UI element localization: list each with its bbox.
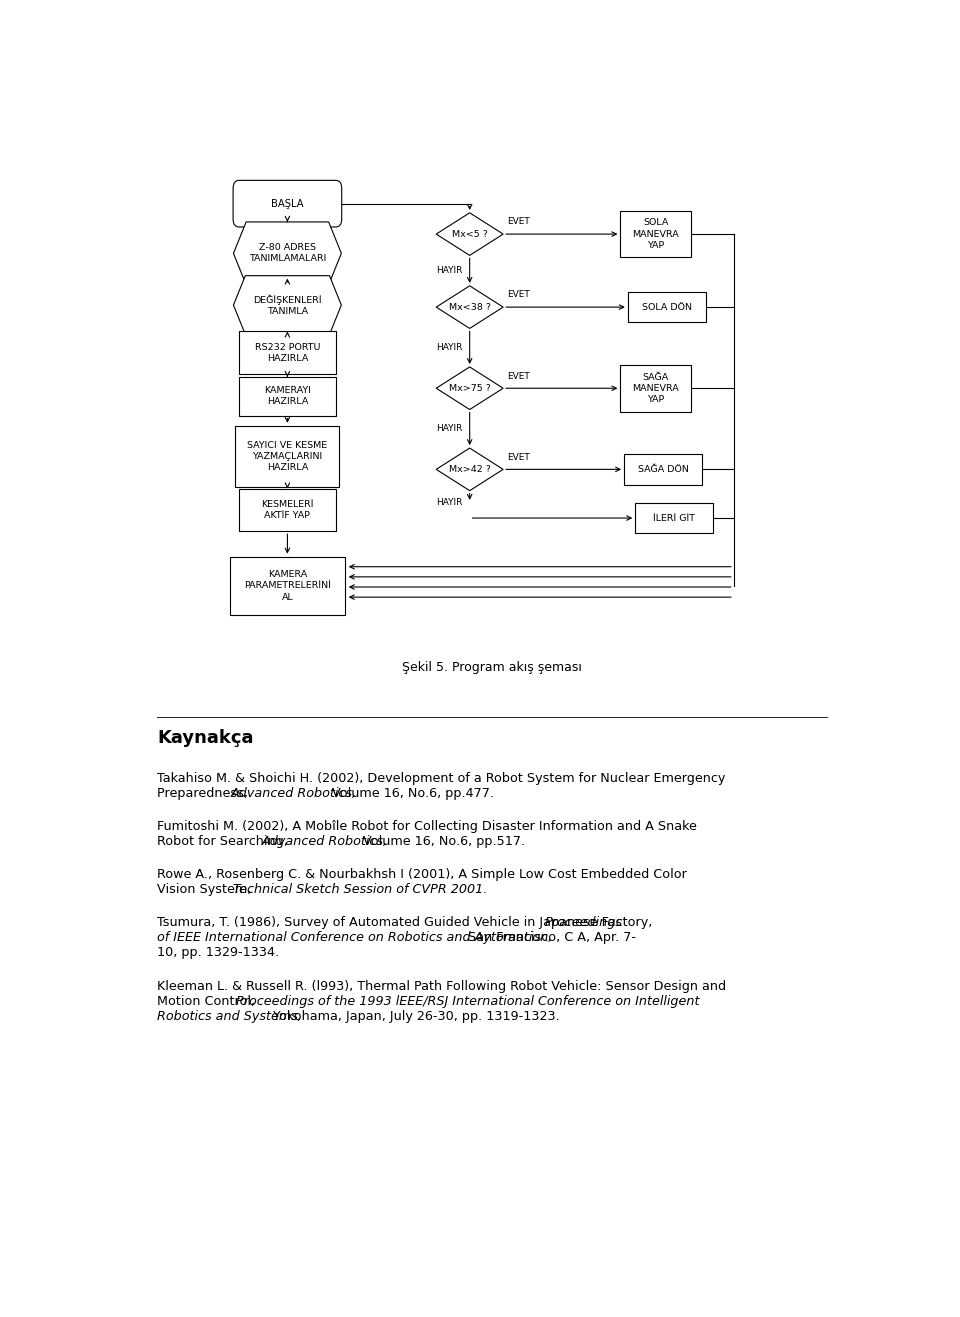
Text: EVET: EVET (507, 217, 530, 227)
Text: HAYIR: HAYIR (436, 266, 463, 275)
Text: DEĞİŞKENLERİ
TANIMLА: DEĞİŞKENLERİ TANIMLА (253, 294, 322, 316)
Text: Volume 16, No.6, pp.517.: Volume 16, No.6, pp.517. (359, 835, 525, 848)
Text: HAYIR: HAYIR (436, 424, 463, 433)
Text: Kaynakça: Kaynakça (157, 730, 253, 747)
Text: Proceedings: Proceedings (544, 917, 622, 930)
Text: SAĞA
MANEVRA
YAP: SAĞA MANEVRA YAP (633, 373, 679, 404)
Text: Robotics and Systems,: Robotics and Systems, (157, 1010, 302, 1023)
Text: EVET: EVET (507, 291, 530, 299)
FancyBboxPatch shape (233, 180, 342, 227)
Text: HAYIR: HAYIR (436, 498, 463, 507)
Text: Tsumura, T. (1986), Survey of Automated Guided Vehicle in Japanese Factory,: Tsumura, T. (1986), Survey of Automated … (157, 917, 657, 930)
FancyBboxPatch shape (239, 332, 336, 374)
Polygon shape (436, 286, 503, 328)
Text: Volume 16, No.6, pp.477.: Volume 16, No.6, pp.477. (328, 786, 494, 799)
Text: Mx>42 ?: Mx>42 ? (448, 465, 491, 474)
Text: Mx<5 ?: Mx<5 ? (452, 229, 488, 238)
Text: of IEEE International Conference on Robotics and Aytomation,: of IEEE International Conference on Robo… (157, 931, 552, 944)
Text: Şekil 5. Program akış şeması: Şekil 5. Program akış şeması (402, 661, 582, 674)
Text: BAŞLA: BAŞLA (271, 199, 303, 208)
Text: SAYICI VE KESME
YAZMAÇLARINI
HAZIRLA: SAYICI VE KESME YAZMAÇLARINI HAZIRLA (248, 441, 327, 471)
FancyBboxPatch shape (235, 425, 340, 486)
Text: KAMERAYI
HAZIRLA: KAMERAYI HAZIRLA (264, 386, 311, 407)
FancyBboxPatch shape (636, 503, 713, 533)
Text: KAMERA
PARAMETRELERİNİ
AL: KAMERA PARAMETRELERİNİ AL (244, 570, 331, 602)
FancyBboxPatch shape (229, 557, 345, 615)
Text: Vision System,: Vision System, (157, 884, 255, 896)
Text: Fumitoshi M. (2002), A Mobîle Robot for Collecting Disaster Information and A Sn: Fumitoshi M. (2002), A Mobîle Robot for … (157, 820, 697, 832)
FancyBboxPatch shape (624, 454, 702, 485)
Text: San Francisco, C A, Apr. 7-: San Francisco, C A, Apr. 7- (464, 931, 636, 944)
Text: 10, pp. 1329-1334.: 10, pp. 1329-1334. (157, 947, 279, 959)
Text: KESMELERİ
AKTİF YAP: KESMELERİ AKTİF YAP (261, 500, 314, 520)
Text: Yokohama, Japan, July 26-30, pp. 1319-1323.: Yokohama, Japan, July 26-30, pp. 1319-13… (270, 1010, 561, 1023)
Text: Proceedings of the 1993 lEEE/RSJ International Conference on Intelligent: Proceedings of the 1993 lEEE/RSJ Interna… (236, 994, 700, 1008)
FancyBboxPatch shape (620, 365, 691, 411)
FancyBboxPatch shape (628, 292, 706, 323)
Text: Rowe A., Rosenberg C. & Nourbakhsh I (2001), A Simple Low Cost Embedded Color: Rowe A., Rosenberg C. & Nourbakhsh I (20… (157, 868, 687, 881)
Text: Mx<38 ?: Mx<38 ? (448, 303, 491, 312)
Text: Motion Control,: Motion Control, (157, 994, 259, 1008)
Text: Advanced Robotics,: Advanced Robotics, (230, 786, 357, 799)
Text: SOLA
MANEVRA
YAP: SOLA MANEVRA YAP (633, 219, 679, 250)
Text: Kleeman L. & Russell R. (l993), Thermal Path Following Robot Vehicle: Sensor Des: Kleeman L. & Russell R. (l993), Thermal … (157, 980, 727, 993)
FancyBboxPatch shape (239, 489, 336, 531)
Polygon shape (233, 275, 342, 335)
Text: EVET: EVET (507, 371, 530, 381)
Text: Preparedness,: Preparedness, (157, 786, 252, 799)
Text: Takahiso M. & Shoichi H. (2002), Development of a Robot System for Nuclear Emerg: Takahiso M. & Shoichi H. (2002), Develop… (157, 772, 726, 785)
FancyBboxPatch shape (239, 377, 336, 416)
Text: Mx>75 ?: Mx>75 ? (448, 383, 491, 392)
Text: Technical Sketch Session of CVPR 2001.: Technical Sketch Session of CVPR 2001. (233, 884, 488, 896)
Text: HAYIR: HAYIR (436, 344, 463, 352)
Text: Advanced Robotics,: Advanced Robotics, (262, 835, 388, 848)
Text: EVET: EVET (507, 453, 530, 462)
Text: İLERİ GİT: İLERİ GİT (653, 514, 695, 523)
Text: Z-80 ADRES
TANIMLAMALARI: Z-80 ADRES TANIMLAMALARI (249, 244, 326, 263)
Polygon shape (436, 367, 503, 410)
Text: RS232 PORTU
HAZIRLA: RS232 PORTU HAZIRLA (254, 342, 320, 362)
Polygon shape (436, 213, 503, 255)
Text: SAĞA DÖN: SAĞA DÖN (637, 465, 688, 474)
Text: SOLA DÖN: SOLA DÖN (642, 303, 692, 312)
FancyBboxPatch shape (620, 211, 691, 257)
Text: Robot for Searching,: Robot for Searching, (157, 835, 292, 848)
Polygon shape (436, 448, 503, 491)
Polygon shape (233, 223, 342, 284)
